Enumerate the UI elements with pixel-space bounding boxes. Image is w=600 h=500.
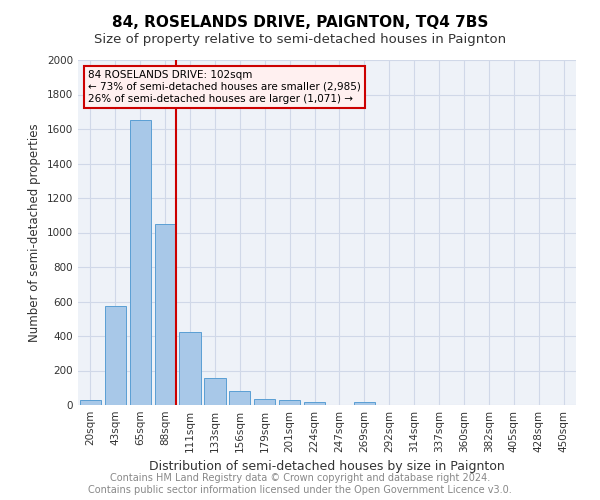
- Bar: [80, 400, 101, 405]
- Bar: [279, 400, 300, 405]
- Y-axis label: Number of semi-detached properties: Number of semi-detached properties: [28, 123, 41, 342]
- Bar: [105, 306, 126, 405]
- Bar: [229, 391, 250, 405]
- Text: 84 ROSELANDS DRIVE: 102sqm
← 73% of semi-detached houses are smaller (2,985)
26%: 84 ROSELANDS DRIVE: 102sqm ← 73% of semi…: [88, 70, 361, 104]
- Text: Contains HM Land Registry data © Crown copyright and database right 2024.
Contai: Contains HM Land Registry data © Crown c…: [88, 474, 512, 495]
- X-axis label: Distribution of semi-detached houses by size in Paignton: Distribution of semi-detached houses by …: [149, 460, 505, 473]
- Text: 84, ROSELANDS DRIVE, PAIGNTON, TQ4 7BS: 84, ROSELANDS DRIVE, PAIGNTON, TQ4 7BS: [112, 15, 488, 30]
- Bar: [205, 378, 226, 405]
- Bar: [304, 402, 325, 405]
- Bar: [354, 402, 375, 405]
- Bar: [254, 399, 275, 405]
- Bar: [155, 224, 176, 405]
- Bar: [130, 120, 151, 405]
- Bar: [179, 332, 200, 405]
- Text: Size of property relative to semi-detached houses in Paignton: Size of property relative to semi-detach…: [94, 32, 506, 46]
